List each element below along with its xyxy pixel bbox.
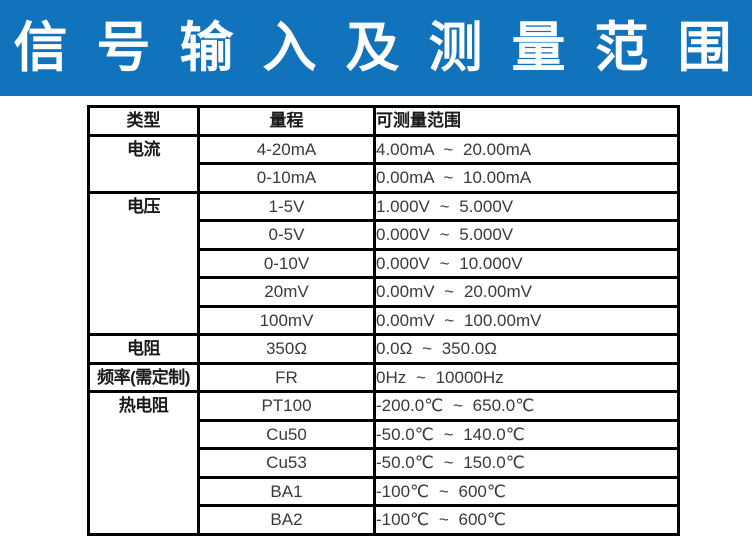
range-cell: 0-10mA [197,162,376,194]
range-cell: 1-5V [197,190,376,222]
measurable-range-cell: 0.00mV ~ 100.00mV [373,304,680,336]
measurable-range-cell: 0Hz ~ 10000Hz [373,361,680,393]
range-cell: BA2 [197,504,376,536]
measurable-range-cell: 1.000V ~ 5.000V [373,190,680,222]
table-row: 热电阻 PT100 -200.0℃ ~ 650.0℃ [87,390,680,536]
table-row: 0-10mA 0.00mA ~ 10.00mA [89,162,680,194]
measurable-range-cell: 0.0Ω ~ 350.0Ω [373,333,680,365]
title-banner: 信 号 输 入 及 测 量 范 围 [0,0,752,96]
column-header-type: 类型 [87,105,200,137]
table-row: Cu53 -50.0℃ ~ 150.0℃ [89,447,680,479]
table-header-row: 类型 量程 可测量范围 [87,105,680,137]
range-cell: BA1 [197,475,376,507]
measurable-range-cell: 0.00mA ~ 10.00mA [373,162,680,194]
range-cell: 350Ω [197,333,376,365]
type-cell: 热电阻 [87,390,200,536]
table-row: 20mV 0.00mV ~ 20.00mV [89,276,680,308]
range-cell: PT100 [197,390,376,422]
table-row: 电流 4-20mA 4.00mA ~ 20.00mA [87,133,680,194]
type-cell: 电压 [87,190,200,336]
range-cell: 4-20mA [197,133,376,165]
type-cell: 频率(需定制) [87,361,200,393]
table-row: 0-5V 0.000V ~ 5.000V [89,219,680,251]
measurable-range-cell: -100℃ ~ 600℃ [373,504,680,536]
table-row: BA1 -100℃ ~ 600℃ [89,475,680,507]
measurable-range-cell: 0.000V ~ 5.000V [373,219,680,251]
range-cell: Cu50 [197,418,376,450]
column-header-range: 量程 [197,105,376,137]
measurable-range-cell: 4.00mA ~ 20.00mA [373,133,680,165]
page-title: 信 号 输 入 及 测 量 范 围 [13,18,739,78]
measurable-range-cell: -100℃ ~ 600℃ [373,475,680,507]
measurable-range-cell: -50.0℃ ~ 140.0℃ [373,418,680,450]
column-header-measurable: 可测量范围 [373,105,680,137]
range-cell: Cu53 [197,447,376,479]
table-row: Cu50 -50.0℃ ~ 140.0℃ [89,418,680,450]
table-row: 0-10V 0.000V ~ 10.000V [89,247,680,279]
table-row: 电压 1-5V 1.000V ~ 5.000V [87,190,680,336]
table-row: 电阻 350Ω 0.0Ω ~ 350.0Ω [87,333,680,365]
table-row: BA2 -100℃ ~ 600℃ [89,504,680,536]
type-cell: 电阻 [87,333,200,365]
measurable-range-cell: -200.0℃ ~ 650.0℃ [373,390,680,422]
table-row: 100mV 0.00mV ~ 100.00mV [89,304,680,336]
range-cell: 0-5V [197,219,376,251]
range-cell: 20mV [197,276,376,308]
measurable-range-cell: -50.0℃ ~ 150.0℃ [373,447,680,479]
type-cell: 电流 [87,133,200,194]
measurable-range-cell: 0.000V ~ 10.000V [373,247,680,279]
range-cell: 100mV [197,304,376,336]
table-row: 频率(需定制) FR 0Hz ~ 10000Hz [87,361,680,393]
signal-range-table: 类型 量程 可测量范围 电流 4-20mA 4.00mA ~ 20.00mA 0-10… [87,105,680,536]
range-cell: 0-10V [197,247,376,279]
measurable-range-cell: 0.00mV ~ 20.00mV [373,276,680,308]
range-cell: FR [197,361,376,393]
